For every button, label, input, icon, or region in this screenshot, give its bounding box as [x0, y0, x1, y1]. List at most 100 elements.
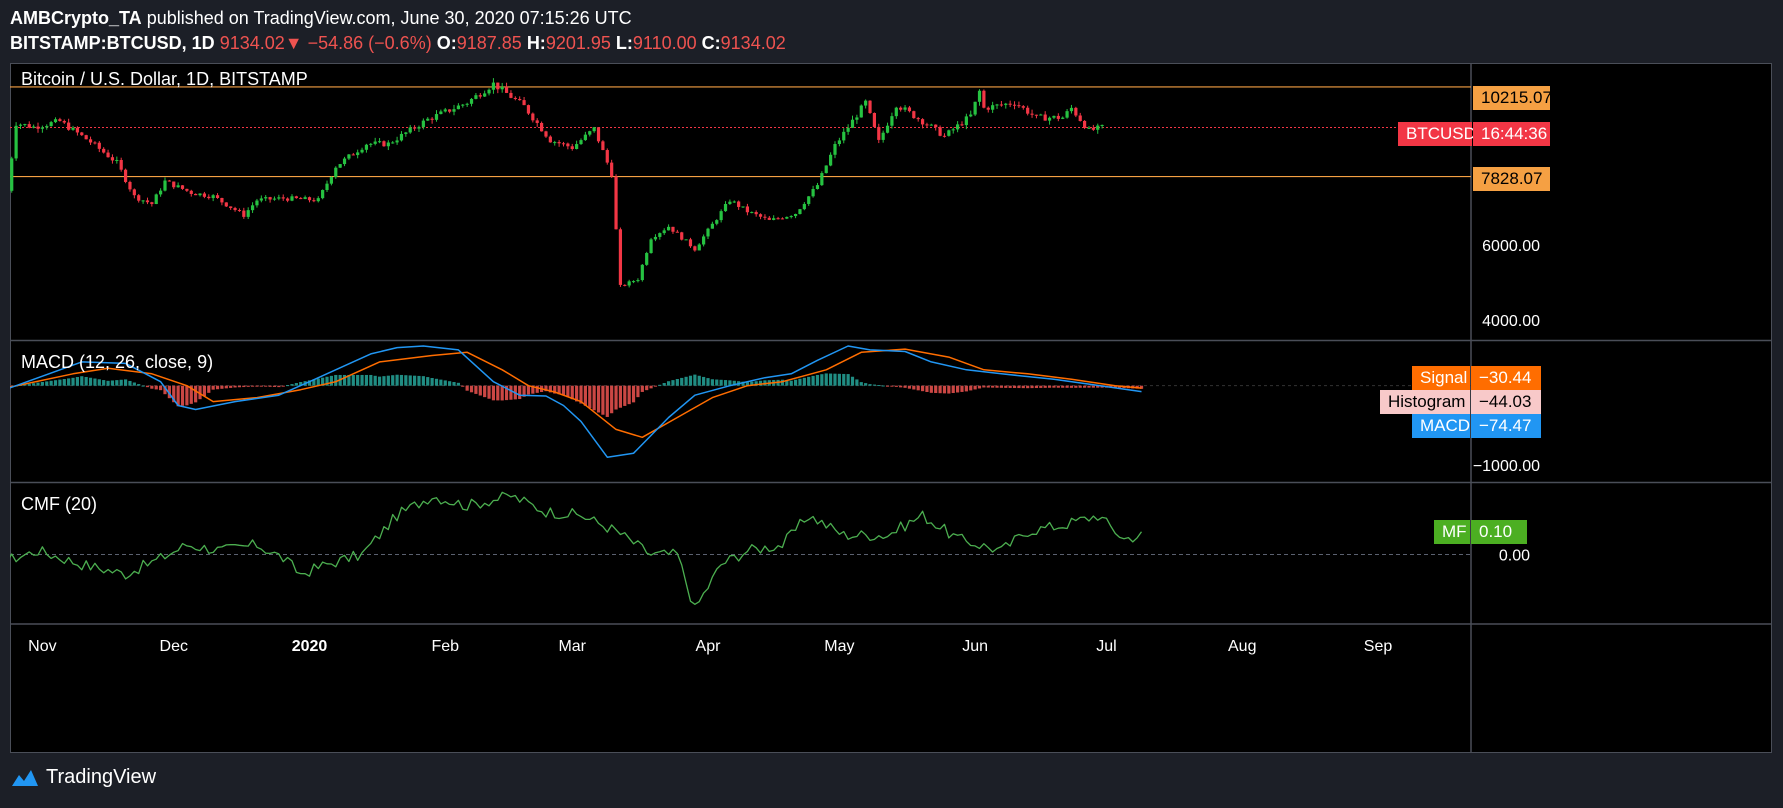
author-name[interactable]: AMBCrypto_TA	[10, 8, 142, 28]
candle-body	[338, 164, 342, 168]
candle	[32, 124, 36, 129]
macd-histogram-bar	[233, 385, 237, 388]
candle-body	[10, 158, 14, 191]
candle-body	[1074, 107, 1078, 116]
candle-body	[88, 139, 93, 143]
macd-histogram-bar	[246, 385, 250, 387]
candle	[706, 227, 710, 239]
macd-histogram-bar	[977, 385, 982, 389]
macd-histogram-bar	[754, 381, 758, 386]
macd-tick-label: −1000.00	[1473, 458, 1540, 475]
candle	[373, 137, 377, 146]
macd-histogram-bar	[167, 385, 171, 399]
macd-histogram-bar	[912, 385, 916, 390]
macd-histogram-bar	[163, 385, 167, 395]
candle-body	[465, 103, 469, 105]
candle	[207, 194, 211, 200]
candle	[671, 226, 675, 234]
candle	[281, 194, 285, 201]
candle-body	[386, 142, 390, 147]
candle	[242, 207, 246, 219]
candle-body	[557, 142, 561, 144]
macd-histogram-bar	[452, 382, 456, 386]
macd-histogram-bar	[426, 377, 430, 386]
candle-body	[27, 124, 31, 128]
candle	[377, 138, 382, 144]
macd-histogram-bar	[522, 385, 526, 397]
candle-body	[1008, 103, 1012, 105]
macd-histogram-bar	[697, 375, 701, 386]
candle-body	[820, 173, 824, 186]
candle-body	[575, 144, 579, 149]
candle-body	[180, 185, 185, 189]
candle-body	[864, 100, 868, 106]
macd-histogram-bar	[386, 375, 390, 386]
candle	[404, 131, 408, 137]
candle-body	[286, 198, 290, 201]
candle	[850, 115, 855, 128]
candle	[1026, 105, 1030, 116]
macd-histogram-bar	[627, 385, 631, 405]
down-arrow-icon: ▼	[284, 33, 303, 53]
macd-histogram-bar	[649, 385, 653, 389]
candle	[364, 143, 369, 153]
candle	[526, 104, 531, 115]
candle-body	[417, 127, 421, 129]
macd-histogram-bar	[132, 382, 136, 386]
macd-histogram-bar	[373, 375, 377, 386]
candle	[920, 118, 925, 129]
macd-histogram-bar	[430, 378, 434, 386]
tradingview-cloud-icon	[12, 769, 38, 786]
macd-histogram-bar	[829, 373, 833, 386]
candle	[518, 96, 522, 101]
candle-body	[496, 82, 500, 90]
candle	[110, 154, 115, 164]
candle-body	[916, 118, 920, 120]
candle-body	[815, 185, 820, 190]
candle-body	[960, 124, 964, 126]
candle-body	[531, 113, 535, 121]
candle-body	[605, 150, 609, 163]
macd-histogram-bar	[925, 385, 929, 393]
candle-body	[688, 239, 693, 247]
candle	[229, 206, 233, 210]
macd-histogram-bar	[671, 380, 675, 386]
candle	[899, 106, 903, 112]
candle	[194, 193, 198, 196]
candle-body	[758, 214, 763, 217]
macd-histogram-bar	[623, 385, 627, 406]
candle-body	[45, 126, 49, 128]
candle-body	[123, 169, 128, 182]
candle	[119, 157, 123, 172]
macd-histogram-bar	[281, 385, 285, 387]
macd-histogram-bar	[342, 374, 347, 386]
candle	[500, 82, 504, 93]
macd-histogram-bar	[719, 379, 723, 386]
macd-histogram-bar	[461, 385, 465, 387]
macd-histogram-bar	[474, 385, 478, 394]
candle-body	[706, 228, 710, 237]
macd-pane-title: MACD (12, 26, close, 9)	[21, 352, 214, 372]
candle-body	[951, 129, 955, 131]
candle	[97, 141, 101, 153]
countdown-tag: 16:44:36	[1473, 122, 1550, 146]
candle	[942, 133, 947, 138]
candle-body	[837, 140, 841, 145]
candle-body	[780, 218, 785, 220]
macd-histogram-bar	[732, 380, 736, 386]
macd-histogram-bar	[496, 385, 500, 401]
candle-body	[373, 141, 377, 144]
macd-histogram-bar	[842, 373, 846, 386]
candle-body	[128, 181, 132, 190]
chart-canvas[interactable]: 4000.00 6000.00 −1000.00 0.00 Nov Dec 2020 Feb M…	[10, 63, 1772, 753]
candle-body	[421, 120, 425, 128]
candle	[636, 278, 640, 283]
cmf-tick-label: 0.00	[1499, 547, 1530, 564]
candle-body	[75, 127, 80, 133]
macd-histogram-bar	[610, 385, 614, 414]
candle	[579, 138, 583, 145]
macd-histogram-bar	[1047, 385, 1052, 388]
macd-histogram-bar	[478, 385, 482, 396]
macd-histogram-bar	[535, 385, 539, 393]
tradingview-logo[interactable]: TradingView	[10, 766, 156, 789]
